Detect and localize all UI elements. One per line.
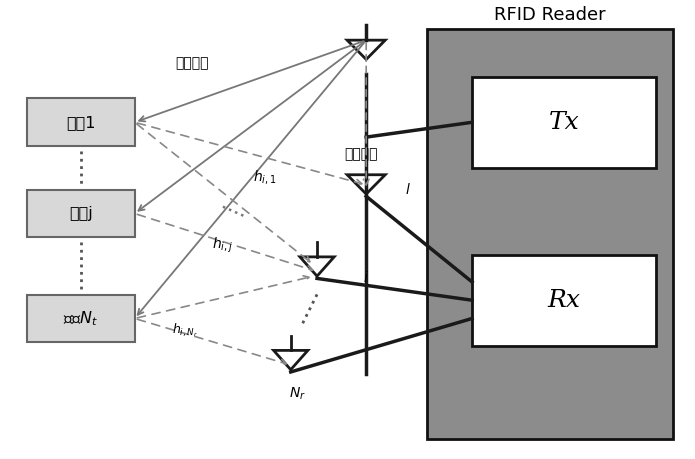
Bar: [27, 295, 135, 342]
Text: 能量数据: 能量数据: [175, 56, 208, 70]
Text: $h_{i,j}$: $h_{i,j}$: [212, 236, 234, 255]
Text: $h_{i,1}$: $h_{i,1}$: [252, 168, 277, 186]
Text: $N_r$: $N_r$: [289, 386, 306, 402]
Text: $h_{i,N_r}$: $h_{i,N_r}$: [172, 321, 198, 339]
Text: 标签$N_t$: 标签$N_t$: [63, 309, 99, 328]
Bar: [472, 77, 655, 168]
Bar: [27, 190, 135, 237]
Text: $i$: $i$: [363, 270, 368, 285]
Text: Rx: Rx: [548, 289, 580, 312]
Text: RFID Reader: RFID Reader: [494, 6, 606, 24]
Text: $l$: $l$: [404, 182, 411, 197]
Bar: [427, 29, 673, 439]
Text: 载波泄露: 载波泄露: [344, 147, 377, 161]
Bar: [27, 98, 135, 146]
Text: 标签1: 标签1: [66, 115, 96, 130]
Text: Tx: Tx: [548, 111, 579, 134]
Text: 标签j: 标签j: [69, 206, 93, 221]
Bar: [472, 255, 655, 346]
